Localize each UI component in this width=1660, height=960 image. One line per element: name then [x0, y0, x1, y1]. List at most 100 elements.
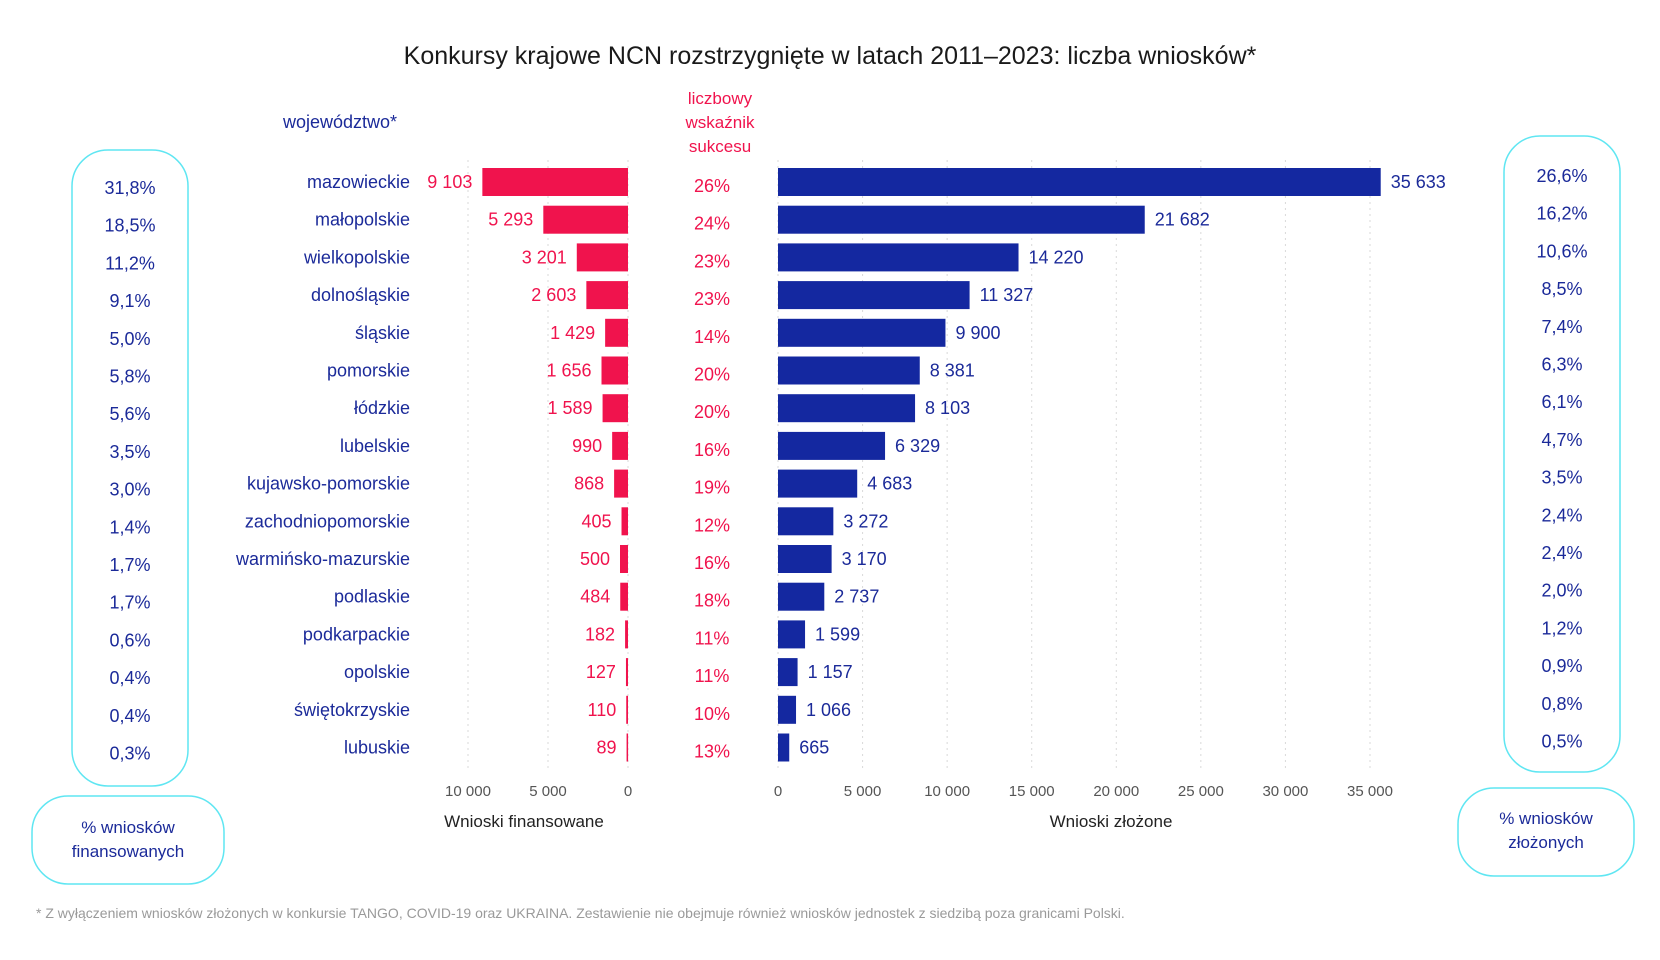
pct-funded-value: 0,4%: [109, 706, 150, 726]
success-rate-label: 24%: [694, 214, 730, 234]
chart-title: Konkursy krajowe NCN rozstrzygnięte w la…: [404, 42, 1257, 70]
success-rate-label: 19%: [694, 478, 730, 498]
pct-submitted-value: 1,2%: [1541, 618, 1582, 638]
success-rate-label: 16%: [694, 440, 730, 460]
submitted-value-label: 8 381: [930, 361, 975, 381]
pct-submitted-value: 0,5%: [1541, 732, 1582, 752]
region-label: podkarpackie: [303, 624, 410, 644]
pct-funded-value: 3,0%: [109, 480, 150, 500]
funded-value-label: 2 603: [531, 285, 576, 305]
submitted-value-label: 11 327: [980, 285, 1034, 305]
funded-value-label: 990: [572, 436, 602, 456]
region-label: świętokrzyskie: [294, 700, 410, 720]
submitted-bar: [778, 243, 1019, 272]
region-label: lubuskie: [344, 738, 410, 758]
success-rate-label: 13%: [694, 742, 730, 762]
funded-tick-label: 0: [624, 783, 632, 800]
pct-funded-value: 9,1%: [109, 291, 150, 311]
submitted-bar: [778, 582, 825, 611]
success-rate-label: 11%: [695, 628, 730, 648]
success-rate-label: 20%: [694, 402, 730, 422]
pct-funded-value: 0,4%: [109, 668, 150, 688]
pct-submitted-value: 16,2%: [1536, 204, 1587, 224]
pct-submitted-value: 6,1%: [1541, 392, 1582, 412]
pct-funded-value: 1,4%: [109, 517, 150, 537]
pct-submitted-value: 8,5%: [1541, 279, 1582, 299]
funded-bar: [576, 243, 628, 272]
pct-funded-label-line-2: finansowanych: [72, 842, 184, 861]
rate-header-line-1: liczbowy: [688, 89, 753, 108]
funded-value-label: 500: [580, 549, 610, 569]
funded-bar: [620, 545, 628, 573]
funded-value-label: 89: [597, 738, 617, 758]
funded-bar: [605, 318, 628, 347]
region-label: mazowieckie: [307, 172, 410, 192]
funded-tick-label: 5 000: [529, 783, 567, 800]
submitted-bar: [778, 507, 834, 536]
bars: [482, 168, 1381, 762]
submitted-bar: [778, 545, 832, 573]
region-label: wielkopolskie: [303, 247, 410, 267]
pct-submitted-value: 7,4%: [1541, 317, 1582, 337]
submitted-value-label: 35 633: [1391, 172, 1446, 192]
pct-funded-value: 18,5%: [104, 216, 155, 236]
submitted-value-label: 3 170: [842, 549, 887, 569]
funded-value-label: 405: [581, 511, 611, 531]
region-label: pomorskie: [327, 361, 410, 381]
submitted-bar: [778, 431, 886, 460]
pct-funded-value: 31,8%: [104, 178, 155, 198]
funded-axis-title: Wnioski finansowane: [444, 812, 604, 831]
funded-value-label: 3 201: [522, 247, 567, 267]
submitted-value-label: 9 900: [955, 323, 1000, 343]
submitted-axis-title: Wnioski złożone: [1050, 812, 1173, 831]
pct-submitted-value: 26,6%: [1536, 166, 1587, 186]
funded-value-label: 5 293: [488, 210, 533, 230]
pct-funded-label-box: [31, 795, 225, 885]
submitted-tick-label: 15 000: [1009, 783, 1055, 800]
region-label: opolskie: [344, 662, 410, 682]
funded-bar: [602, 394, 628, 423]
pct-funded-value: 1,7%: [109, 555, 150, 575]
pct-submitted-label-line-1: % wniosków: [1499, 809, 1593, 828]
pct-funded-box: [71, 149, 189, 787]
funded-bar: [543, 205, 628, 234]
pct-funded-value: 3,5%: [109, 442, 150, 462]
success-rate-label: 11%: [695, 666, 730, 686]
region-label: warmińsko-mazurskie: [235, 549, 410, 569]
funded-bar: [614, 469, 628, 498]
funded-bar: [625, 620, 628, 649]
success-rate-label: 23%: [694, 289, 730, 309]
pct-funded-value: 5,8%: [109, 367, 150, 387]
region-label: kujawsko-pomorskie: [247, 474, 410, 494]
pct-submitted-box: [1503, 135, 1621, 773]
success-rate-label: 16%: [694, 553, 730, 573]
funded-bar: [626, 733, 629, 762]
region-label: łódzkie: [354, 398, 410, 418]
submitted-bar: [778, 469, 858, 498]
pct-submitted-value: 2,4%: [1541, 505, 1582, 525]
funded-value-label: 9 103: [427, 172, 472, 192]
pct-submitted-value: 10,6%: [1536, 241, 1587, 261]
pct-submitted-value: 2,0%: [1541, 581, 1582, 601]
submitted-bar: [778, 318, 946, 347]
submitted-tick-label: 0: [774, 783, 782, 800]
pct-funded-value: 5,0%: [109, 329, 150, 349]
pct-submitted-value: 2,4%: [1541, 543, 1582, 563]
submitted-bar: [778, 394, 916, 423]
region-label: śląskie: [355, 323, 410, 343]
success-rate-label: 20%: [694, 365, 730, 385]
submitted-value-label: 4 683: [867, 474, 912, 494]
pct-funded-value: 0,3%: [109, 744, 150, 764]
funded-value-label: 1 429: [550, 323, 595, 343]
funded-value-label: 484: [580, 587, 610, 607]
category-header: województwo*: [282, 112, 397, 132]
submitted-bar: [778, 620, 806, 649]
submitted-value-label: 6 329: [895, 436, 940, 456]
funded-bar: [586, 281, 628, 310]
funded-value-label: 110: [588, 700, 617, 720]
funded-value-label: 182: [585, 624, 615, 644]
submitted-value-label: 8 103: [925, 398, 970, 418]
funded-bar: [625, 658, 628, 687]
submitted-value-label: 2 737: [834, 587, 879, 607]
